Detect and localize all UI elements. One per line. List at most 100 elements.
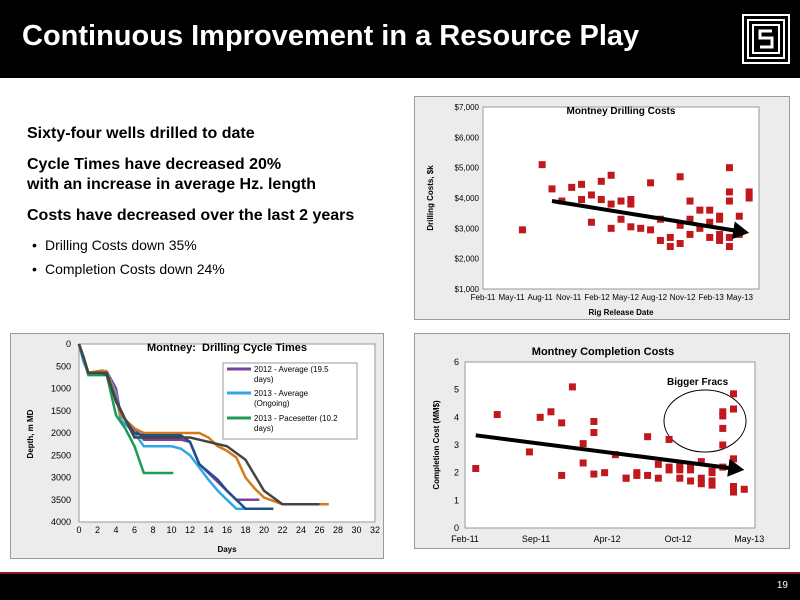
completion-cost-point — [697, 458, 705, 466]
drilling-cost-point — [548, 185, 556, 193]
cycle-times-y-tick: 3500 — [51, 495, 71, 505]
drilling-cost-point — [568, 183, 576, 191]
cycle-times-x-tick: 28 — [333, 525, 343, 535]
drilling-cost-point — [578, 180, 586, 188]
drilling-costs-chart: Montney Drilling Costs Rig Release Date … — [414, 96, 790, 320]
cycle-times-x-tick: 20 — [259, 525, 269, 535]
drilling-costs-x-tick: Feb-12 — [584, 293, 610, 302]
completion-cost-point — [579, 440, 587, 448]
completion-cost-point — [590, 429, 598, 437]
drilling-costs-x-tick: May-11 — [498, 293, 525, 302]
bigger-fracs-annotation: Bigger Fracs — [667, 377, 729, 388]
drilling-cost-point — [716, 215, 724, 223]
completion-cost-point — [719, 441, 727, 449]
drilling-costs-y-tick: $6,000 — [455, 133, 480, 142]
completion-costs-chart-svg: Montney Completion Costs Completion Cost… — [432, 346, 764, 544]
drilling-costs-y-tick: $5,000 — [455, 164, 480, 173]
cycle-times-x-tick: 4 — [113, 525, 118, 535]
completion-cost-point — [687, 466, 695, 474]
cycle-times-series-line — [77, 343, 329, 506]
cycle-times-x-tick: 22 — [277, 525, 287, 535]
cycle-times-x-tick: 10 — [166, 525, 176, 535]
drilling-costs-y-tick: $3,000 — [455, 224, 480, 233]
completion-cost-point — [525, 448, 533, 456]
completion-cost-point — [730, 390, 738, 398]
drilling-cost-point — [735, 212, 743, 220]
completion-cost-point — [472, 465, 480, 473]
cycle-times-x-tick: 12 — [185, 525, 195, 535]
completion-cost-point — [730, 483, 738, 490]
drilling-costs-xlabel: Rig Release Date — [589, 308, 654, 317]
completion-costs-chart: Montney Completion Costs Completion Cost… — [414, 333, 790, 549]
drilling-cost-point — [637, 224, 645, 232]
drilling-cost-point — [676, 221, 684, 229]
completion-cost-point — [687, 477, 695, 485]
drilling-costs-x-tick: Feb-11 — [471, 293, 496, 302]
drilling-cost-point — [666, 243, 674, 251]
cycle-times-title: Montney: Drilling Cycle Times — [147, 342, 307, 354]
drilling-costs-title: Montney Drilling Costs — [567, 106, 676, 117]
legend-2012-line-1: 2012 - Average (19.5 — [254, 365, 329, 374]
drilling-cost-point — [716, 230, 724, 238]
completion-cost-point — [654, 474, 662, 482]
cycle-times-y-tick: 500 — [56, 361, 71, 371]
bullet-2-line-1: Cycle Times have decreased 20% — [27, 156, 282, 173]
drilling-costs-y-tick: $1,000 — [455, 285, 480, 294]
drilling-cost-point — [706, 233, 714, 241]
drilling-cost-point — [725, 164, 733, 172]
legend-2012-line-2: days) — [254, 375, 274, 384]
bullet-list: Sixty-four wells drilled to date Cycle T… — [27, 124, 407, 277]
cycle-times-y-tick: 3000 — [51, 473, 71, 483]
drilling-costs-trend-arrowhead — [731, 221, 750, 240]
drilling-cost-point — [676, 240, 684, 247]
completion-cost-point — [730, 488, 738, 496]
cycle-times-x-tick: 26 — [314, 525, 324, 535]
legend-pacesetter-line-1: 2013 - Pacesetter (10.2 — [254, 414, 338, 423]
bigger-fracs-ellipse — [663, 389, 747, 453]
completion-costs-x-tick: Apr-12 — [594, 534, 621, 544]
bullet-2: Cycle Times have decreased 20% with an i… — [27, 155, 407, 195]
drilling-cycle-times-chart-svg: Montney: Drilling Cycle Times Days Depth… — [26, 339, 380, 554]
completion-costs-x-tick: May-13 — [734, 534, 764, 544]
cycle-times-y-tick: 1500 — [51, 406, 71, 416]
completion-cost-point — [719, 408, 727, 416]
cycle-times-x-tick: 24 — [296, 525, 306, 535]
drilling-cost-point — [538, 161, 546, 169]
completion-cost-point — [730, 405, 738, 413]
drilling-cost-point — [607, 224, 615, 232]
drilling-costs-x-tick: May-12 — [612, 293, 639, 302]
cycle-times-y-tick: 0 — [66, 339, 71, 349]
drilling-cost-point — [627, 223, 635, 231]
drilling-cost-point — [627, 196, 635, 204]
completion-cost-point — [558, 471, 566, 479]
drilling-cost-point — [627, 200, 635, 208]
drilling-cost-point — [656, 236, 664, 244]
completion-cost-point — [697, 474, 705, 482]
completion-cost-point — [536, 413, 544, 421]
completion-costs-y-tick: 3 — [454, 440, 459, 450]
completion-cost-point — [644, 471, 652, 479]
legend-2013-line-1: 2013 - Average — [254, 389, 309, 398]
drilling-costs-trend-line — [551, 199, 740, 234]
footer-bar — [0, 572, 800, 600]
completion-costs-y-tick: 2 — [454, 468, 459, 478]
sub-bullet-2: Completion Costs down 24% — [32, 261, 407, 277]
drilling-cycle-times-chart: Montney: Drilling Cycle Times Days Depth… — [10, 333, 384, 559]
drilling-cost-point — [587, 191, 595, 199]
completion-cost-point — [644, 433, 652, 441]
bullet-3: Costs have decreased over the last 2 yea… — [27, 207, 355, 224]
drilling-cost-point — [696, 206, 704, 214]
completion-cost-point — [493, 411, 501, 419]
completion-costs-y-tick: 4 — [454, 412, 459, 422]
cycle-times-y-tick: 2500 — [51, 450, 71, 460]
cycle-times-y-tick: 1000 — [51, 384, 71, 394]
drilling-cost-point — [597, 196, 605, 204]
drilling-cost-point — [587, 218, 595, 226]
title-bar: Continuous Improvement in a Resource Pla… — [0, 0, 800, 78]
completion-costs-x-tick: Sep-11 — [522, 534, 550, 544]
footer-accent-line — [0, 572, 800, 574]
drilling-cost-point — [706, 206, 714, 214]
bullet-2-line-2: with an increase in average Hz. length — [27, 176, 316, 193]
drilling-costs-x-tick: Aug-11 — [527, 293, 553, 302]
drilling-costs-x-tick: May-13 — [726, 293, 753, 302]
